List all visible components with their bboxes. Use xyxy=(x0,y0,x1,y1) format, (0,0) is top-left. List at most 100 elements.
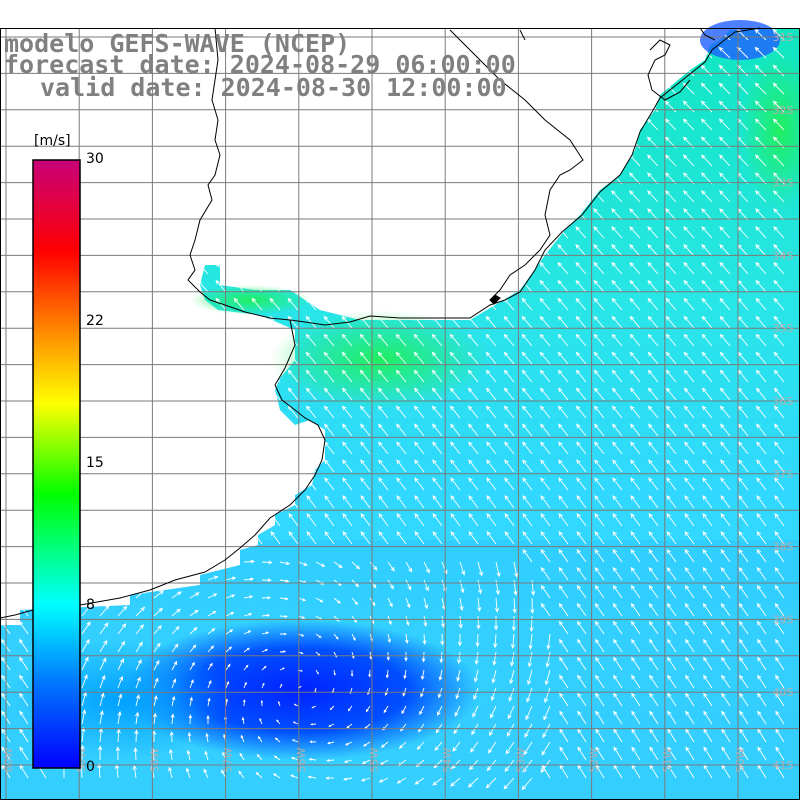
wind-arrow xyxy=(629,279,641,293)
wind-arrow xyxy=(630,531,641,545)
wind-arrow xyxy=(179,244,191,257)
wind-arrow xyxy=(556,64,569,77)
wind-arrow xyxy=(252,477,263,491)
wind-arrow xyxy=(107,244,119,257)
wind-arrow xyxy=(117,693,123,707)
wind-arrow xyxy=(613,710,623,725)
wind-arrow xyxy=(719,244,731,257)
wind-arrow xyxy=(269,244,281,257)
wind-arrow xyxy=(81,568,94,581)
wind-arrow xyxy=(450,495,461,509)
wind-arrow xyxy=(592,118,605,131)
wind-arrow xyxy=(538,46,551,59)
wind-arrow xyxy=(189,679,194,689)
wind-arrow xyxy=(683,387,695,401)
wind-arrow xyxy=(378,441,389,455)
wind-arrow xyxy=(430,100,443,113)
wind-arrow xyxy=(197,405,209,419)
wind-arrow xyxy=(153,625,162,635)
wind-arrow xyxy=(232,154,245,167)
wind-arrow xyxy=(125,405,137,419)
wind-arrow xyxy=(376,154,389,167)
wind-arrow xyxy=(558,441,569,455)
wind-arrow xyxy=(521,369,533,383)
wind-arrow xyxy=(647,333,659,347)
wind-arrow xyxy=(700,82,713,95)
longitude-label: 53W xyxy=(514,747,527,772)
wind-arrow xyxy=(485,369,497,383)
wind-arrow xyxy=(665,369,677,383)
wind-arrow xyxy=(251,261,263,275)
wind-arrow xyxy=(269,405,281,419)
wind-arrow xyxy=(413,351,425,365)
wind-arrow xyxy=(504,759,515,772)
wind-arrow xyxy=(251,226,263,239)
wind-arrow xyxy=(360,513,371,527)
wind-arrow xyxy=(288,459,299,473)
wind-arrow xyxy=(772,28,785,41)
wind-arrow xyxy=(106,118,119,131)
wind-arrow xyxy=(773,297,785,311)
wind-arrow xyxy=(431,279,443,293)
wind-arrow xyxy=(287,226,299,239)
wind-arrow xyxy=(738,459,749,473)
wind-arrow xyxy=(611,279,623,293)
wind-arrow xyxy=(196,154,209,167)
wind-arrow xyxy=(261,631,270,635)
wind-arrow xyxy=(610,46,623,59)
wind-arrow xyxy=(99,657,107,671)
wind-arrow xyxy=(701,333,713,347)
wind-arrow xyxy=(180,513,191,527)
wind-arrow xyxy=(89,226,101,239)
wind-arrow xyxy=(631,638,641,653)
wind-arrow xyxy=(179,387,191,401)
wind-arrow xyxy=(738,620,749,635)
wind-arrow xyxy=(126,441,137,455)
wind-arrow xyxy=(81,709,87,725)
wind-arrow xyxy=(485,226,497,239)
wind-arrow xyxy=(125,369,137,383)
wind-arrow xyxy=(106,154,119,167)
wind-arrow xyxy=(161,405,173,419)
wind-arrow xyxy=(490,705,497,719)
wind-arrow xyxy=(162,477,173,491)
wind-arrow xyxy=(346,723,353,729)
wind-arrow xyxy=(720,566,731,581)
wind-arrow xyxy=(323,315,335,329)
wind-arrow xyxy=(773,244,785,257)
wind-arrow xyxy=(153,590,165,599)
wind-arrow xyxy=(485,405,497,419)
wind-arrow xyxy=(701,279,713,293)
wind-arrow xyxy=(647,208,659,221)
coastline xyxy=(0,27,761,619)
wind-arrow xyxy=(664,118,677,131)
wind-arrow xyxy=(449,261,461,275)
wind-arrow xyxy=(216,441,227,455)
wind-arrow xyxy=(629,226,641,239)
wind-arrow xyxy=(520,154,533,167)
wind-arrow xyxy=(773,279,785,293)
wind-arrow xyxy=(377,297,389,311)
wind-arrow xyxy=(540,459,551,473)
wind-arrow xyxy=(215,333,227,347)
wind-arrow xyxy=(486,441,497,455)
wind-arrow xyxy=(648,513,659,527)
wind-arrow xyxy=(413,190,425,203)
wind-arrow xyxy=(450,477,461,491)
wind-arrow xyxy=(772,46,785,59)
wind-arrow xyxy=(775,692,785,707)
wind-arrow xyxy=(225,576,237,581)
latitude-label: 31S xyxy=(773,31,794,44)
wind-arrow xyxy=(530,597,535,615)
wind-arrow xyxy=(107,261,119,275)
wind-arrow xyxy=(160,154,173,167)
wind-arrow xyxy=(323,369,335,383)
wind-arrow xyxy=(135,711,140,725)
wind-arrow xyxy=(649,638,659,653)
wind-arrow xyxy=(559,710,569,725)
wind-arrow xyxy=(755,279,767,293)
wind-arrow xyxy=(261,596,272,600)
wind-arrow xyxy=(738,495,749,509)
wind-arrow xyxy=(576,531,587,545)
wind-arrow xyxy=(682,46,695,59)
